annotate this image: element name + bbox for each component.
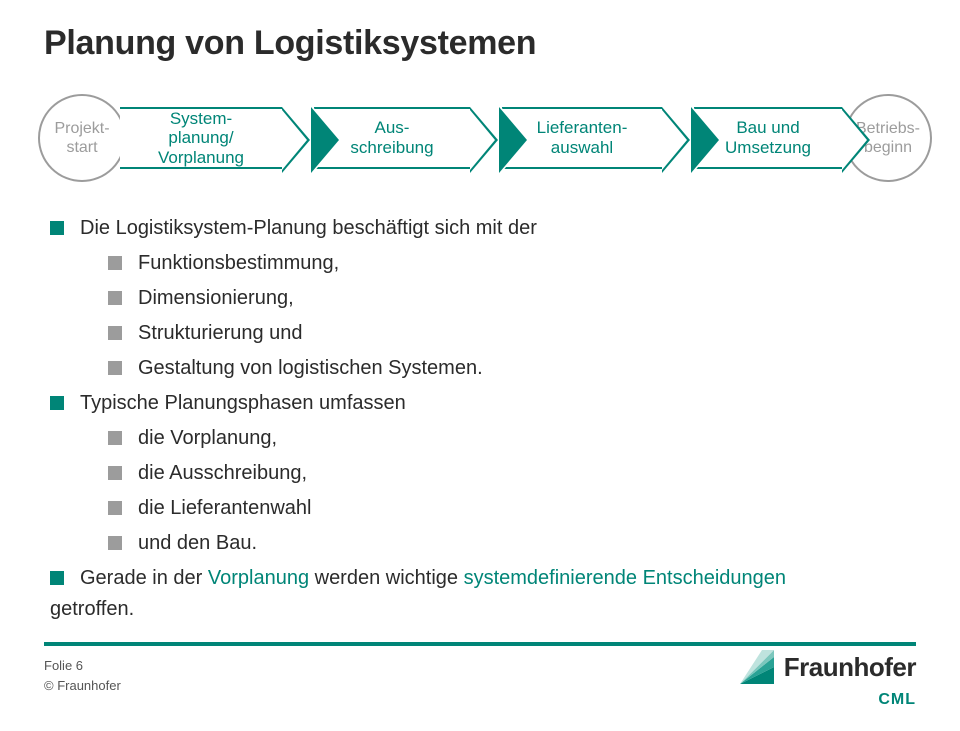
sub-item: Dimensionierung, bbox=[108, 283, 916, 314]
flow-step-3: Bau und Umsetzung bbox=[694, 107, 842, 169]
bullet-lead: Die Logistiksystem-Planung beschäftigt s… bbox=[50, 213, 916, 384]
chevron-out-icon bbox=[470, 107, 498, 173]
slide-number: Folie 6 bbox=[44, 656, 121, 676]
flow-step-label: System- planung/ Vorplanung bbox=[158, 109, 244, 168]
sub-item: Strukturierung und bbox=[108, 318, 916, 349]
start-circle: Projekt- start bbox=[38, 94, 126, 182]
final-prefix: Gerade in der bbox=[80, 567, 208, 589]
content-area: Die Logistiksystem-Planung beschäftigt s… bbox=[44, 213, 916, 625]
flow-step-0: System- planung/ Vorplanung bbox=[120, 107, 282, 169]
sub-item: die Lieferantenwahl bbox=[108, 493, 916, 524]
bullet-lead-text: Die Logistiksystem-Planung beschäftigt s… bbox=[80, 217, 537, 239]
sub-item: die Vorplanung, bbox=[108, 423, 916, 454]
final-mid: werden wichtige bbox=[309, 567, 464, 589]
fraunhofer-mark-icon bbox=[740, 650, 774, 684]
sub-item: und den Bau. bbox=[108, 528, 916, 559]
chevron-out-icon bbox=[282, 107, 310, 173]
page-title: Planung von Logistiksystemen bbox=[44, 24, 916, 63]
sub-item: die Ausschreibung, bbox=[108, 458, 916, 489]
chevron-in-icon bbox=[501, 107, 529, 173]
flow-step-label: Lieferanten- auswahl bbox=[537, 118, 628, 157]
bullet-phases: Typische Planungsphasen umfassen die Vor… bbox=[50, 388, 916, 559]
chevron-in-icon bbox=[313, 107, 341, 173]
copyright: © Fraunhofer bbox=[44, 676, 121, 696]
start-circle-label: Projekt- start bbox=[54, 119, 109, 157]
slide: Planung von Logistiksystemen Projekt- st… bbox=[0, 0, 960, 731]
footer-left: Folie 6 © Fraunhofer bbox=[44, 650, 121, 695]
flow-step-label: Aus- schreibung bbox=[350, 118, 433, 157]
fraunhofer-wordmark: Fraunhofer bbox=[784, 652, 916, 683]
chevron-out-icon bbox=[842, 107, 870, 173]
bullet-phases-text: Typische Planungsphasen umfassen bbox=[80, 392, 406, 414]
chevron-out-icon bbox=[662, 107, 690, 173]
brand-sub: CML bbox=[740, 691, 916, 709]
final-suffix: getroffen. bbox=[50, 594, 916, 625]
logo-area: Fraunhofer CML bbox=[740, 650, 916, 709]
chevron-in-icon bbox=[693, 107, 721, 173]
flow-step-1: Aus- schreibung bbox=[314, 107, 470, 169]
flow-step-label: Bau und Umsetzung bbox=[725, 118, 811, 157]
flow-step-2: Lieferanten- auswahl bbox=[502, 107, 662, 169]
bullet-final: Gerade in der Vorplanung werden wichtige… bbox=[50, 563, 916, 625]
process-flow: Projekt- start System- planung/ Vorplanu… bbox=[44, 89, 916, 187]
final-hl2: systemdefinierende Entscheidungen bbox=[464, 567, 786, 589]
fraunhofer-logo: Fraunhofer bbox=[740, 650, 916, 684]
footer-rule bbox=[44, 642, 916, 646]
sub-item: Gestaltung von logistischen Systemen. bbox=[108, 353, 916, 384]
sub-item: Funktionsbestimmung, bbox=[108, 248, 916, 279]
final-hl1: Vorplanung bbox=[208, 567, 309, 589]
footer: Folie 6 © Fraunhofer Fraunhofer CM bbox=[44, 642, 916, 709]
